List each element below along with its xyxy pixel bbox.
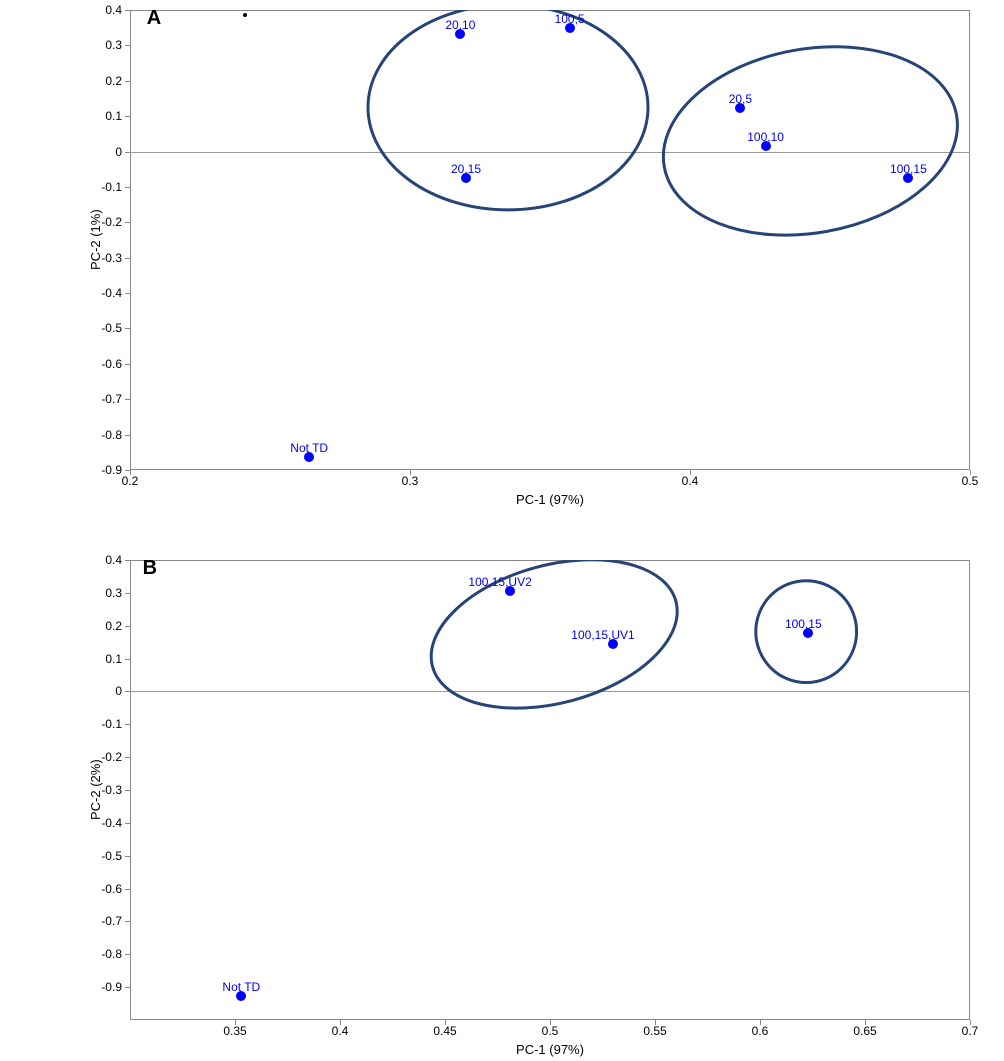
- x-tick: [550, 1020, 551, 1025]
- y-tick-label: -0.4: [101, 816, 122, 830]
- x-tick-label: 0.45: [433, 1024, 456, 1038]
- y-tick-label: 0.4: [105, 553, 122, 567]
- x-tick: [445, 1020, 446, 1025]
- y-tick: [125, 889, 130, 890]
- y-tick: [125, 659, 130, 660]
- y-axis-title: PC-2 (2%): [88, 759, 103, 820]
- y-tick: [125, 724, 130, 725]
- x-tick: [865, 1020, 866, 1025]
- y-tick: [125, 757, 130, 758]
- y-tick: [125, 593, 130, 594]
- x-tick-label: 0.55: [643, 1024, 666, 1038]
- y-tick: [125, 626, 130, 627]
- y-tick-label: -0.3: [101, 783, 122, 797]
- y-tick-label: 0: [115, 684, 122, 698]
- y-tick: [125, 954, 130, 955]
- data-point-label: 100,15: [785, 617, 822, 631]
- y-tick: [125, 691, 130, 692]
- x-tick: [340, 1020, 341, 1025]
- x-tick-label: 0.4: [332, 1024, 349, 1038]
- y-tick-label: -0.7: [101, 914, 122, 928]
- plot-area: [130, 560, 970, 1020]
- zero-line: [130, 691, 970, 692]
- y-tick: [125, 987, 130, 988]
- x-tick-label: 0.65: [853, 1024, 876, 1038]
- y-tick-label: -0.9: [101, 980, 122, 994]
- data-point-label: Not TD: [222, 980, 260, 994]
- figure-page: { "background_color": "#ffffff", "colors…: [0, 0, 1004, 1061]
- y-tick: [125, 856, 130, 857]
- x-tick-label: 0.35: [223, 1024, 246, 1038]
- x-tick-label: 0.7: [962, 1024, 979, 1038]
- x-axis-title: PC-1 (97%): [516, 1042, 584, 1057]
- data-point-label: 100,15,UV2: [468, 575, 531, 589]
- x-tick: [760, 1020, 761, 1025]
- y-tick-label: 0.3: [105, 586, 122, 600]
- x-tick: [655, 1020, 656, 1025]
- x-tick: [970, 1020, 971, 1025]
- panel-label: B: [143, 557, 157, 580]
- x-tick-label: 0.6: [752, 1024, 769, 1038]
- y-tick-label: -0.1: [101, 717, 122, 731]
- y-tick-label: -0.2: [101, 750, 122, 764]
- y-tick: [125, 921, 130, 922]
- y-tick-label: 0.2: [105, 619, 122, 633]
- chart-b: 0.35 0.4 0.45 0.5 0.55 0.6 0.65 0.7 -0.9 -0.8 -0.7…: [0, 0, 1004, 1061]
- y-tick-label: -0.8: [101, 947, 122, 961]
- y-tick: [125, 823, 130, 824]
- y-tick-label: -0.6: [101, 882, 122, 896]
- y-tick-label: 0.1: [105, 652, 122, 666]
- x-tick-label: 0.5: [542, 1024, 559, 1038]
- y-tick-label: -0.5: [101, 849, 122, 863]
- y-tick: [125, 790, 130, 791]
- y-tick: [125, 560, 130, 561]
- x-tick: [235, 1020, 236, 1025]
- data-point-label: 100,15,UV1: [571, 628, 634, 642]
